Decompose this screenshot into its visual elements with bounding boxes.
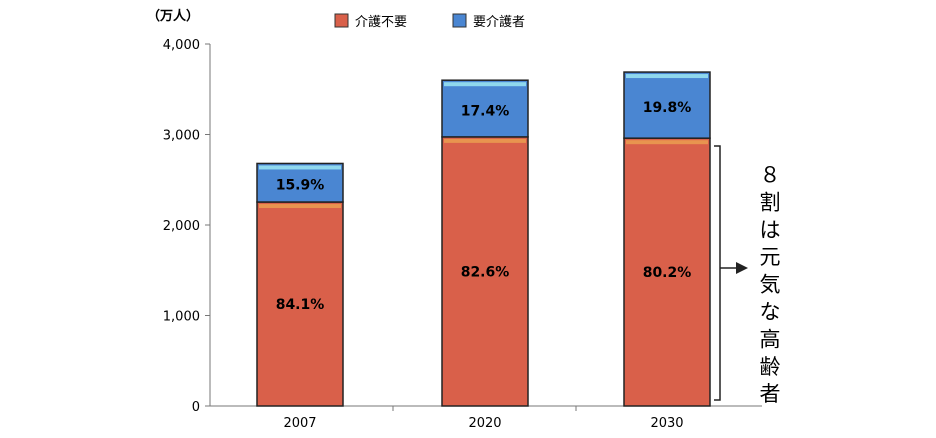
- legend-label: 介護不要: [355, 14, 407, 30]
- x-tick-label: 2007: [283, 416, 316, 431]
- bars: 15.9% 84.1% 17.4% 82.6% 19.8% 80.2%: [256, 71, 711, 407]
- data-label-no-care: 84.1%: [276, 297, 325, 313]
- unit-label: （万人）: [147, 8, 199, 24]
- bar-care-needed-2020: [441, 79, 529, 138]
- data-label-no-care: 80.2%: [643, 265, 692, 281]
- legend-swatch: [452, 13, 467, 28]
- y-axis: 0 1,000 2,000 3,000 4,000: [163, 38, 211, 415]
- data-label-no-care: 82.6%: [461, 264, 510, 280]
- bar-care-needed-2030: [623, 71, 711, 139]
- y-tick-label: 1,000: [163, 310, 200, 325]
- legend-swatch: [334, 13, 349, 28]
- annotation-text: ８割は元気な高齢者: [760, 163, 781, 406]
- y-tick-label: 3,000: [163, 129, 200, 144]
- bracket: [714, 145, 721, 401]
- data-label-care-needed: 19.8%: [643, 100, 692, 116]
- bar-no-care-2020: [441, 136, 529, 407]
- legend-label: 要介護者: [473, 14, 525, 30]
- arrow-head-icon: [736, 262, 748, 274]
- bar-care-needed-2007: [256, 162, 344, 203]
- y-tick-label: 4,000: [163, 38, 200, 53]
- bar-highlight: [259, 165, 341, 170]
- data-label-care-needed: 15.9%: [276, 178, 325, 194]
- annotation: ８割は元気な高齢者: [714, 145, 781, 406]
- x-tick-label: 2020: [468, 416, 501, 431]
- data-label-care-needed: 17.4%: [461, 104, 510, 120]
- bar-highlight: [444, 138, 526, 143]
- x-axis: 2007 2020 2030: [210, 405, 762, 431]
- bar-highlight: [626, 74, 708, 79]
- y-tick-label: 0: [192, 400, 200, 415]
- bar-no-care-2030: [623, 137, 711, 407]
- bar-highlight: [626, 140, 708, 145]
- bar-highlight: [259, 204, 341, 209]
- y-tick-label: 2,000: [163, 219, 200, 234]
- bar-no-care-2007: [256, 201, 344, 407]
- bar-highlight: [444, 82, 526, 87]
- legend: 介護不要 要介護者: [334, 13, 525, 30]
- x-tick-label: 2030: [650, 416, 683, 431]
